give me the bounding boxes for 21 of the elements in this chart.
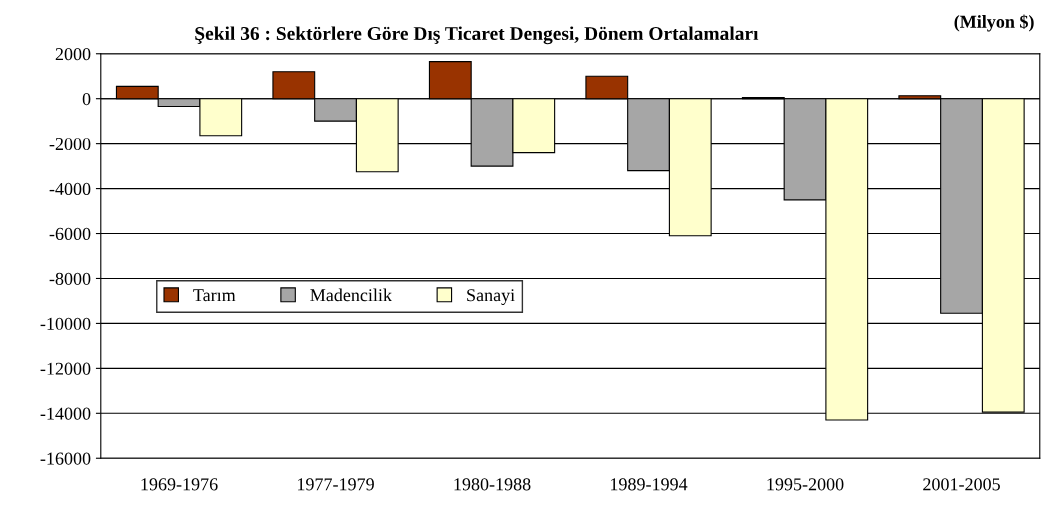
x-tick-label: 1995-2000 <box>767 478 844 491</box>
y-tick-label: -2000 <box>49 137 91 151</box>
x-tick-label: 2001-2005 <box>923 478 1000 491</box>
legend-label: Tarım <box>193 289 236 302</box>
x-tick-label: 1969-1976 <box>141 478 218 491</box>
legend-label: Sanayi <box>467 289 515 305</box>
y-tick-label: 0 <box>82 92 91 106</box>
y-tick-label: -10000 <box>40 317 91 330</box>
x-tick-label: 1977-1979 <box>298 478 374 491</box>
y-tick-label: -12000 <box>40 362 91 375</box>
y-tick-label: -14000 <box>40 407 91 420</box>
y-tick-label: -6000 <box>49 227 91 240</box>
text: (Milyon $) <box>954 14 1034 32</box>
x-tick-label: 1980-1988 <box>454 478 531 491</box>
legend-label: Madencilik <box>310 288 392 302</box>
y-tick-label: -16000 <box>40 452 91 465</box>
chart-title: Şekil 36 : Sektörlere Göre Dış Ticaret Dengesi, Dönem Ortalamaları <box>195 26 759 45</box>
x-tick-label: 1989-1994 <box>611 478 688 491</box>
y-tick-label: -8000 <box>49 272 91 285</box>
y-tick-label: -4000 <box>49 182 91 196</box>
y-tick-label: 2000 <box>55 48 91 61</box>
